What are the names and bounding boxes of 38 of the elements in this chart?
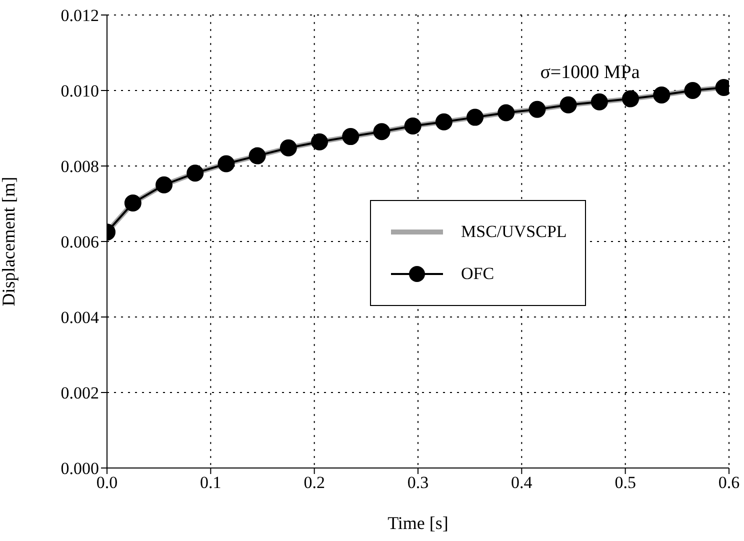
point — [342, 128, 360, 146]
point — [435, 113, 452, 130]
point — [560, 96, 577, 114]
y-tick-label: 0.008 — [60, 157, 99, 176]
point — [590, 93, 608, 110]
point — [156, 176, 173, 194]
point — [622, 90, 640, 108]
point — [248, 147, 266, 164]
y-axis-title: Displacement [m] — [0, 176, 18, 306]
y-tick-label: 0.000 — [60, 459, 99, 478]
y-tick-label: 0.004 — [60, 308, 100, 328]
point — [404, 117, 422, 134]
point — [124, 194, 142, 212]
x-tick-label: 0.5 — [614, 473, 636, 492]
point — [653, 86, 670, 104]
x-tick-label: 0.3 — [407, 473, 429, 492]
point — [311, 133, 328, 150]
x-tick-label: 0.2 — [304, 473, 325, 492]
y-tick-label: 0.012 — [60, 6, 99, 26]
point — [373, 123, 390, 140]
point — [498, 104, 515, 122]
y-tick-label: 0.010 — [60, 82, 99, 101]
legend-label: OFC — [461, 264, 494, 284]
x-axis-title: Time [s] — [388, 513, 448, 533]
x-tick-label: 0.4 — [511, 473, 533, 492]
x-tick-label: 0.1 — [200, 473, 222, 492]
y-tick-label: 0.006 — [60, 232, 99, 252]
x-tick-label: 0.6 — [718, 473, 740, 492]
point — [684, 82, 702, 99]
point — [186, 164, 204, 182]
annotation: σ=1000 MPa — [540, 62, 640, 83]
point — [280, 139, 297, 156]
x-tick-label: 0.0 — [96, 473, 118, 492]
y-tick-label: 0.002 — [60, 384, 99, 403]
point — [466, 108, 484, 126]
point — [528, 100, 546, 118]
point — [218, 155, 235, 172]
legend-label: MSC/UVSCPL — [461, 222, 567, 242]
